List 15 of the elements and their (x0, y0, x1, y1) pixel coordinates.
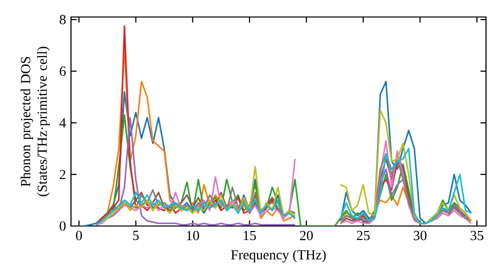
y-axis-title: Phonon projected DOS (States/THz·primitive cell) (20, 46, 50, 196)
x-tick-label: 25 (356, 230, 370, 240)
x-tick-label: 30 (414, 230, 426, 240)
y-tick-label: 6 (60, 66, 66, 76)
x-tick-label: 15 (244, 230, 256, 240)
x-tick-label: 5 (133, 230, 139, 240)
x-tick-label: 35 (470, 230, 484, 240)
y-tick-label: 0 (60, 221, 66, 231)
x-tick-label: 10 (186, 230, 200, 240)
x-tick-label: 0 (76, 230, 82, 240)
y-tick-label: 8 (60, 14, 66, 24)
y-tick-label: 4 (59, 118, 66, 128)
y-tick-label: 2 (60, 170, 66, 179)
x-tick-label: 20 (300, 230, 313, 240)
x-axis-title: Frequency (THz) (231, 250, 326, 262)
